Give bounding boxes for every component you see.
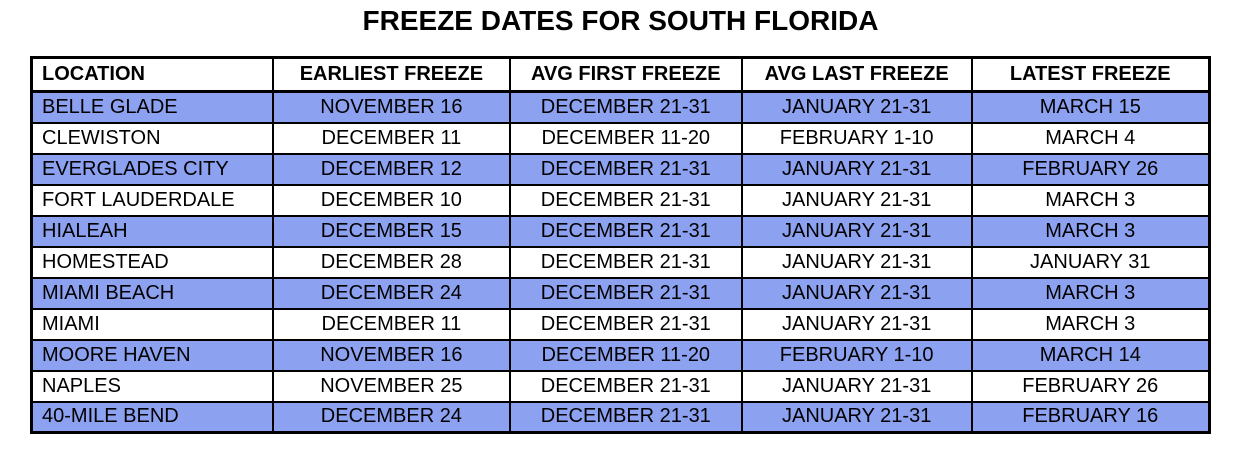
cell-avg-first-freeze: DECEMBER 21-31: [508, 90, 743, 124]
table-row: NAPLES NOVEMBER 25 DECEMBER 21-31 JANUARY 2…: [30, 369, 1211, 403]
cell-location: MIAMI: [30, 307, 274, 341]
cell-avg-last-freeze: JANUARY 21-31: [740, 307, 973, 341]
cell-earliest-freeze: DECEMBER 12: [271, 152, 511, 186]
cell-location: 40-MILE BEND: [30, 400, 274, 434]
table-row: BELLE GLADE NOVEMBER 16 DECEMBER 21-31 JANU…: [30, 90, 1211, 124]
cell-earliest-freeze: NOVEMBER 16: [271, 90, 511, 124]
table-header: LOCATION EARLIEST FREEZE AVG FIRST FREEZE A…: [30, 56, 1211, 93]
column-header-avg-last-freeze: AVG LAST FREEZE: [740, 56, 973, 93]
cell-earliest-freeze: NOVEMBER 16: [271, 338, 511, 372]
table-body: BELLE GLADE NOVEMBER 16 DECEMBER 21-31 JANU…: [30, 90, 1211, 434]
table-row: FORT LAUDERDALE DECEMBER 10 DECEMBER 21-31…: [30, 183, 1211, 217]
cell-location: MOORE HAVEN: [30, 338, 274, 372]
table-row: MIAMI DECEMBER 11 DECEMBER 21-31 JANUARY 21…: [30, 307, 1211, 341]
cell-earliest-freeze: DECEMBER 15: [271, 214, 511, 248]
cell-location: EVERGLADES CITY: [30, 152, 274, 186]
cell-location: HOMESTEAD: [30, 245, 274, 279]
cell-latest-freeze: MARCH 3: [970, 307, 1211, 341]
table-row: MOORE HAVEN NOVEMBER 16 DECEMBER 11-20 FEBR…: [30, 338, 1211, 372]
cell-earliest-freeze: DECEMBER 11: [271, 307, 511, 341]
cell-latest-freeze: MARCH 3: [970, 276, 1211, 310]
cell-avg-first-freeze: DECEMBER 11-20: [508, 121, 743, 155]
cell-avg-first-freeze: DECEMBER 21-31: [508, 214, 743, 248]
cell-avg-last-freeze: JANUARY 21-31: [740, 245, 973, 279]
cell-latest-freeze: FEBRUARY 26: [970, 369, 1211, 403]
cell-avg-last-freeze: JANUARY 21-31: [740, 152, 973, 186]
cell-earliest-freeze: DECEMBER 11: [271, 121, 511, 155]
cell-avg-first-freeze: DECEMBER 11-20: [508, 338, 743, 372]
cell-latest-freeze: FEBRUARY 16: [970, 400, 1211, 434]
cell-latest-freeze: MARCH 15: [970, 90, 1211, 124]
cell-avg-last-freeze: FEBRUARY 1-10: [740, 338, 973, 372]
freeze-dates-table: LOCATION EARLIEST FREEZE AVG FIRST FREEZE A…: [30, 56, 1211, 434]
cell-earliest-freeze: DECEMBER 28: [271, 245, 511, 279]
cell-location: BELLE GLADE: [30, 90, 274, 124]
cell-earliest-freeze: DECEMBER 24: [271, 276, 511, 310]
cell-latest-freeze: MARCH 3: [970, 183, 1211, 217]
cell-avg-first-freeze: DECEMBER 21-31: [508, 152, 743, 186]
cell-latest-freeze: JANUARY 31: [970, 245, 1211, 279]
cell-avg-last-freeze: JANUARY 21-31: [740, 214, 973, 248]
cell-location: CLEWISTON: [30, 121, 274, 155]
cell-avg-first-freeze: DECEMBER 21-31: [508, 276, 743, 310]
table-row: MIAMI BEACH DECEMBER 24 DECEMBER 21-31 JANU…: [30, 276, 1211, 310]
cell-avg-last-freeze: FEBRUARY 1-10: [740, 121, 973, 155]
column-header-latest-freeze: LATEST FREEZE: [970, 56, 1211, 93]
cell-avg-first-freeze: DECEMBER 21-31: [508, 245, 743, 279]
cell-latest-freeze: MARCH 14: [970, 338, 1211, 372]
cell-avg-first-freeze: DECEMBER 21-31: [508, 183, 743, 217]
cell-location: NAPLES: [30, 369, 274, 403]
cell-latest-freeze: MARCH 3: [970, 214, 1211, 248]
cell-avg-last-freeze: JANUARY 21-31: [740, 400, 973, 434]
table-row: EVERGLADES CITY DECEMBER 12 DECEMBER 21-31…: [30, 152, 1211, 186]
table-row: CLEWISTON DECEMBER 11 DECEMBER 11-20 FEBRUA…: [30, 121, 1211, 155]
cell-location: FORT LAUDERDALE: [30, 183, 274, 217]
cell-avg-last-freeze: JANUARY 21-31: [740, 90, 973, 124]
table-row: HIALEAH DECEMBER 15 DECEMBER 21-31 JANUARY …: [30, 214, 1211, 248]
cell-avg-last-freeze: JANUARY 21-31: [740, 369, 973, 403]
table-row: 40-MILE BEND DECEMBER 24 DECEMBER 21-31 JAN…: [30, 400, 1211, 434]
cell-avg-first-freeze: DECEMBER 21-31: [508, 400, 743, 434]
cell-earliest-freeze: NOVEMBER 25: [271, 369, 511, 403]
column-header-avg-first-freeze: AVG FIRST FREEZE: [508, 56, 743, 93]
table-row: HOMESTEAD DECEMBER 28 DECEMBER 21-31 JANUAR…: [30, 245, 1211, 279]
cell-earliest-freeze: DECEMBER 10: [271, 183, 511, 217]
cell-latest-freeze: MARCH 4: [970, 121, 1211, 155]
cell-avg-last-freeze: JANUARY 21-31: [740, 183, 973, 217]
page-title: FREEZE DATES FOR SOUTH FLORIDA: [362, 5, 879, 36]
table-header-row: LOCATION EARLIEST FREEZE AVG FIRST FREEZE A…: [30, 56, 1211, 93]
column-header-location: LOCATION: [30, 56, 274, 93]
cell-avg-last-freeze: JANUARY 21-31: [740, 276, 973, 310]
cell-earliest-freeze: DECEMBER 24: [271, 400, 511, 434]
cell-avg-first-freeze: DECEMBER 21-31: [508, 307, 743, 341]
cell-location: HIALEAH: [30, 214, 274, 248]
cell-latest-freeze: FEBRUARY 26: [970, 152, 1211, 186]
column-header-earliest-freeze: EARLIEST FREEZE: [271, 56, 511, 93]
cell-avg-first-freeze: DECEMBER 21-31: [508, 369, 743, 403]
cell-location: MIAMI BEACH: [30, 276, 274, 310]
